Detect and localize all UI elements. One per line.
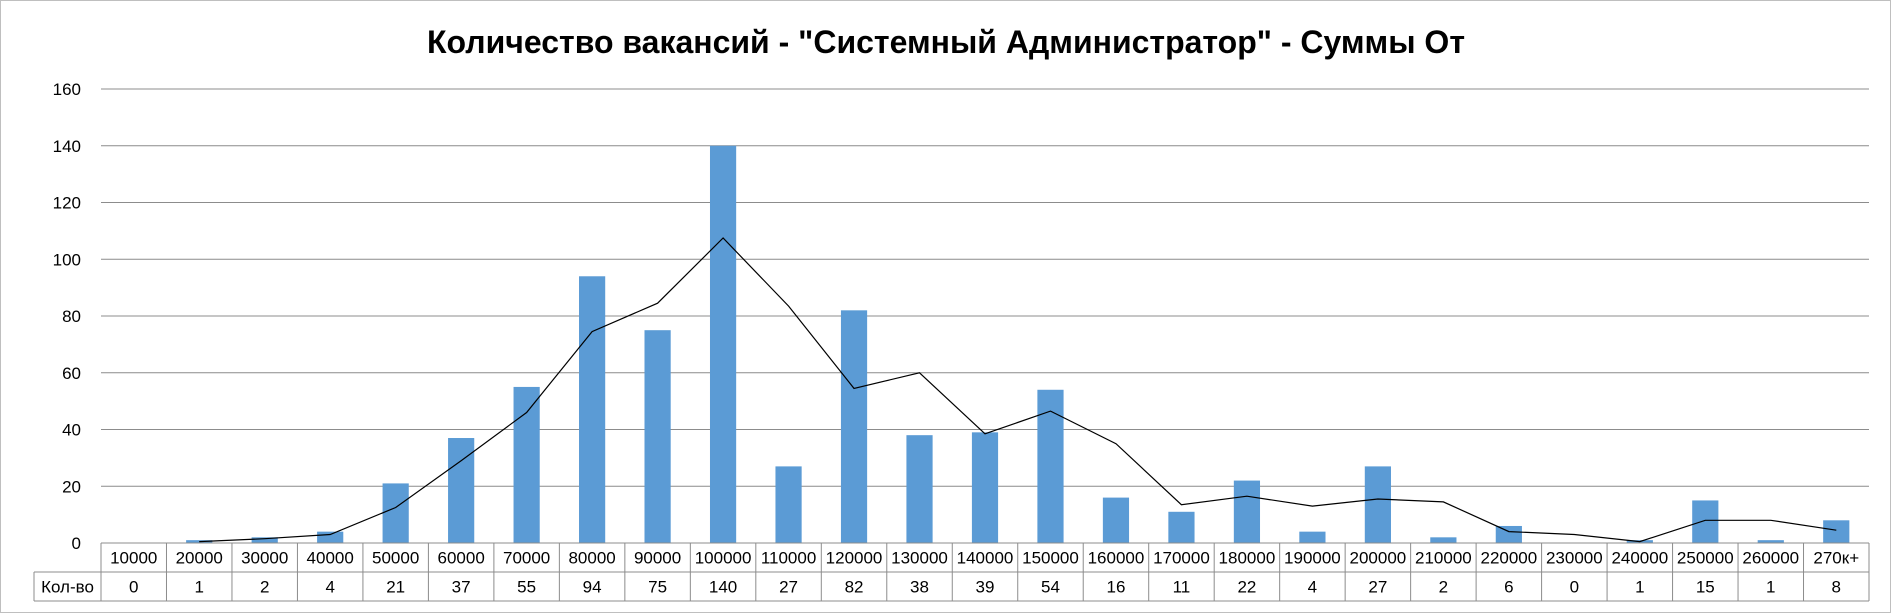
x-tick-label: 100000 — [695, 549, 752, 568]
x-tick-label: 220000 — [1480, 549, 1537, 568]
y-tick-label: 0 — [72, 534, 81, 553]
x-tick-label: 80000 — [568, 549, 615, 568]
x-tick-label: 50000 — [372, 549, 419, 568]
bar — [1233, 480, 1261, 543]
bar — [1823, 520, 1850, 543]
chart-title: Количество вакансий - "Системный Админис… — [427, 24, 1465, 60]
x-tick-label: 20000 — [176, 549, 223, 568]
y-axis-ticks: 0 20 40 60 80 100 120 140 160 — [53, 80, 81, 553]
data-label: 16 — [1107, 578, 1126, 597]
bar — [1495, 525, 1522, 543]
x-tick-label: 170000 — [1153, 549, 1210, 568]
x-tick-label: 60000 — [438, 549, 485, 568]
bar — [1430, 537, 1457, 543]
x-tick-label: 240000 — [1611, 549, 1668, 568]
data-label: 54 — [1041, 578, 1060, 597]
bar — [1037, 389, 1064, 543]
series-label: Кол-во — [41, 578, 94, 597]
data-label: 1 — [1766, 578, 1775, 597]
y-tick-label: 100 — [53, 250, 81, 269]
data-label: 0 — [129, 578, 138, 597]
y-tick-label: 20 — [62, 477, 81, 496]
x-tick-label: 120000 — [826, 549, 883, 568]
data-label: 11 — [1173, 578, 1191, 597]
x-tick-label: 250000 — [1677, 549, 1734, 568]
x-tick-label: 40000 — [307, 549, 354, 568]
bar — [971, 432, 999, 543]
data-label: 140 — [709, 578, 737, 597]
bar — [251, 537, 278, 543]
x-tick-label: 90000 — [634, 549, 681, 568]
data-label: 39 — [976, 578, 995, 597]
data-label: 82 — [845, 578, 864, 597]
bar — [709, 145, 737, 543]
data-label: 21 — [386, 578, 405, 597]
bar — [775, 466, 802, 543]
data-label: 94 — [583, 578, 602, 597]
x-tick-label: 230000 — [1546, 549, 1603, 568]
bar — [1102, 497, 1130, 543]
bar — [1757, 540, 1784, 543]
bar — [1364, 466, 1391, 543]
x-tick-label: 110000 — [761, 549, 816, 568]
bar — [1692, 500, 1719, 543]
y-tick-label: 60 — [62, 364, 81, 383]
y-tick-label: 120 — [53, 194, 81, 213]
data-label: 27 — [779, 578, 798, 597]
x-tick-label: 180000 — [1219, 549, 1276, 568]
bar — [513, 386, 540, 543]
data-label: 2 — [1439, 578, 1448, 597]
data-label: 15 — [1696, 578, 1715, 597]
data-label: 4 — [1308, 578, 1317, 597]
data-label: 37 — [452, 578, 471, 597]
bar — [448, 438, 475, 543]
x-tick-label: 190000 — [1284, 549, 1341, 568]
data-label: 38 — [910, 578, 929, 597]
x-tick-label: 200000 — [1350, 549, 1407, 568]
trendline — [199, 237, 1837, 543]
data-label: 22 — [1237, 578, 1256, 597]
data-table: 10000 20000 30000 40000 50000 60000 70000 80000… — [33, 542, 1870, 602]
data-label: 27 — [1368, 578, 1387, 597]
x-tick-label: 150000 — [1022, 549, 1079, 568]
x-tick-label: 130000 — [891, 549, 948, 568]
data-label: 6 — [1504, 578, 1513, 597]
x-tick-label: 10000 — [110, 549, 157, 568]
x-tick-label: 260000 — [1742, 549, 1799, 568]
x-tick-label: 70000 — [503, 549, 550, 568]
data-label: 1 — [1635, 578, 1644, 597]
bar — [840, 310, 868, 543]
bar — [644, 330, 671, 543]
y-tick-label: 80 — [62, 307, 81, 326]
data-label: 2 — [260, 578, 269, 597]
bar — [906, 435, 933, 543]
bars — [186, 145, 1850, 543]
data-label: 55 — [517, 578, 536, 597]
y-tick-label: 40 — [62, 421, 81, 440]
bar — [579, 276, 606, 543]
data-label: 4 — [325, 578, 334, 597]
y-tick-label: 160 — [53, 80, 81, 99]
y-tick-label: 140 — [53, 137, 81, 156]
x-tick-label: 210000 — [1415, 549, 1472, 568]
x-tick-label: 160000 — [1088, 549, 1145, 568]
bar — [382, 483, 409, 543]
bar — [317, 531, 344, 543]
data-label: 8 — [1832, 578, 1841, 597]
x-tick-label: 270к+ — [1813, 549, 1859, 568]
data-label: 1 — [194, 578, 203, 597]
bar — [1168, 511, 1195, 543]
x-tick-label: 140000 — [957, 549, 1014, 568]
data-label: 75 — [648, 578, 667, 597]
data-label: 0 — [1570, 578, 1579, 597]
x-tick-label: 30000 — [241, 549, 288, 568]
bar — [1299, 531, 1326, 543]
